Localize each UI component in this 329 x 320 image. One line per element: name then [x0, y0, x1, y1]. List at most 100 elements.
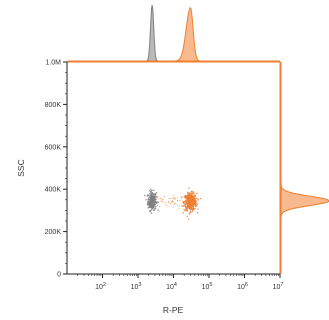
- scatter-point: [158, 198, 160, 200]
- scatter-point: [191, 210, 194, 213]
- scatter-point: [164, 202, 166, 204]
- scatter-point: [153, 209, 155, 212]
- scatter-point: [194, 207, 196, 210]
- scatter-point: [148, 203, 150, 206]
- x-tick-label: 103: [131, 282, 142, 291]
- scatter-point: [159, 198, 161, 200]
- scatter-point: [189, 211, 192, 213]
- scatter-point: [152, 201, 154, 204]
- scatter-point: [193, 195, 196, 198]
- y-tick-label: 1.0M: [45, 60, 61, 67]
- scatter-point: [191, 200, 193, 202]
- scatter-point: [188, 204, 190, 207]
- scatter-point: [177, 208, 179, 210]
- scatter-point: [143, 194, 146, 197]
- scatter-point: [154, 207, 157, 210]
- scatter-point: [147, 194, 150, 197]
- scatter-point: [194, 200, 196, 202]
- x-axis-title: R-PE: [163, 305, 184, 315]
- right-histogram: [280, 62, 329, 274]
- scatter-point: [172, 197, 174, 199]
- scatter-point: [147, 201, 149, 204]
- scatter-point: [190, 206, 193, 208]
- scatter-point: [159, 201, 161, 203]
- scatter-point: [169, 202, 171, 205]
- scatter-point: [164, 196, 166, 198]
- scatter-point: [172, 200, 174, 202]
- scatter-point: [180, 196, 183, 199]
- scatter-point: [184, 202, 187, 204]
- scatter-point: [192, 195, 194, 197]
- scatter-point: [170, 201, 172, 203]
- scatter-point: [193, 207, 195, 210]
- scatter-point: [185, 206, 188, 209]
- scatter-point: [187, 197, 190, 200]
- plot-frame: [66, 61, 281, 275]
- scatter-point: [186, 198, 189, 200]
- scatter-point: [196, 192, 198, 195]
- scatter-point: [150, 206, 153, 209]
- scatter-point: [194, 204, 196, 206]
- scatter-point: [158, 210, 160, 212]
- scatter-point: [186, 210, 189, 212]
- scatter-point: [187, 193, 189, 196]
- scatter-point: [191, 195, 193, 197]
- scatter-point: [183, 202, 185, 205]
- scatter-point: [149, 204, 152, 207]
- scatter-point: [168, 201, 170, 203]
- x-tick-label: 102: [95, 282, 106, 291]
- scatter-point: [175, 202, 177, 204]
- scatter-point: [197, 199, 199, 201]
- scatter-point: [152, 203, 154, 205]
- scatter-point: [151, 207, 154, 210]
- scatter-point: [174, 197, 176, 199]
- scatter-point: [186, 200, 188, 202]
- scatter-point: [188, 196, 190, 198]
- scatter-point: [192, 198, 194, 201]
- x-tick-label: 105: [202, 282, 213, 291]
- scatter-point: [148, 193, 151, 195]
- y-tick-label: 0: [57, 272, 61, 279]
- scatter-point: [177, 199, 179, 202]
- scatter-point: [184, 195, 187, 197]
- scatter-point: [191, 208, 194, 211]
- scatter-point: [150, 210, 152, 212]
- scatter-point: [148, 189, 151, 192]
- scatter-point: [176, 197, 178, 199]
- scatter-point: [157, 209, 159, 211]
- scatter-point: [150, 188, 152, 190]
- scatter-point: [173, 203, 175, 205]
- x-axis: 102 103 104 105 106 107: [67, 273, 283, 291]
- top-histogram-peak: [67, 7, 280, 62]
- y-tick-label: 800K: [45, 102, 62, 109]
- scatter-point: [174, 198, 176, 200]
- scatter-point: [188, 200, 191, 203]
- scatter-point: [156, 201, 159, 203]
- scatter-point: [190, 192, 193, 195]
- scatter-point: [189, 206, 191, 209]
- scatter-point: [186, 202, 188, 205]
- scatter-point: [186, 191, 189, 194]
- scatter-point: [199, 197, 202, 200]
- scatter-point: [153, 208, 156, 210]
- scatter-point: [155, 200, 157, 202]
- x-tick-label: 104: [166, 282, 177, 291]
- scatter-point: [149, 200, 152, 202]
- scatter-point: [152, 207, 155, 209]
- scatter-point: [152, 192, 155, 195]
- scatter-point: [186, 196, 189, 198]
- scatter-point: [179, 205, 181, 207]
- scatter-point: [176, 204, 179, 206]
- scatter-point: [150, 193, 153, 195]
- scatter-point: [197, 208, 199, 210]
- scatter-point: [145, 198, 147, 201]
- scatter-point: [172, 195, 174, 197]
- scatter-point: [153, 205, 155, 208]
- scatter-point: [183, 200, 186, 203]
- scatter-point: [189, 193, 191, 195]
- x-tick-label: 106: [237, 282, 248, 291]
- scatter-point: [174, 196, 176, 198]
- y-axis-title: SSC: [16, 159, 26, 176]
- scatter-point: [165, 204, 168, 206]
- scatter-point: [185, 208, 188, 210]
